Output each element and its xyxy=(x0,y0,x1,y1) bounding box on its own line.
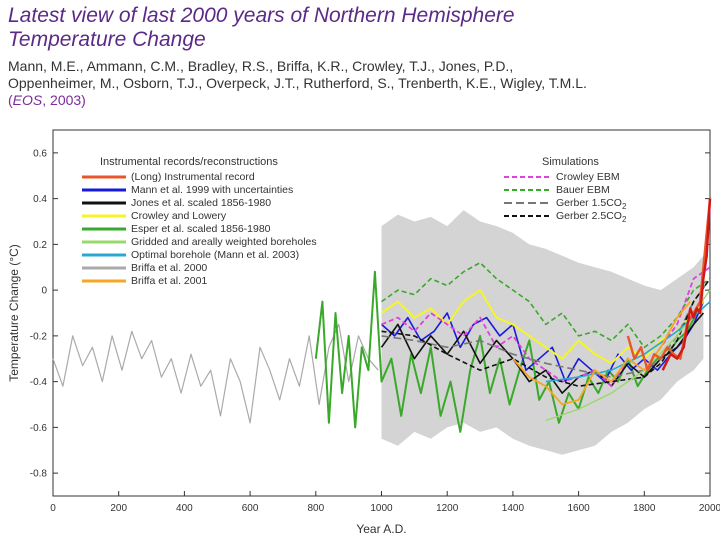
series-line-briffa-et-al-2000 xyxy=(52,323,379,424)
x-tick-label: 1200 xyxy=(436,503,459,514)
legend-left-label: Crowley and Lowery xyxy=(131,210,227,222)
series-line-mann-et-al-1999-with-uncertainties xyxy=(380,301,705,383)
legend-left-label: Briffa et al. 2000 xyxy=(131,262,207,274)
series-line-esper-et-al-scaled-1856-1980 xyxy=(314,270,705,433)
legend-right-title: Simulations xyxy=(542,156,599,168)
x-tick-label: 1600 xyxy=(567,503,590,514)
legend-left-label: Gridded and areally weighted boreholes xyxy=(131,236,317,248)
slide-title-line-1: Latest view of last 2000 years of Northe… xyxy=(8,4,515,27)
legend-left-label: (Long) Instrumental record xyxy=(131,171,255,183)
citation-year: , 2003) xyxy=(42,92,86,108)
legend-right-label-subscript: 2 xyxy=(622,215,627,224)
temperature-chart: -0.8 -0.6 -0.4 -0.2 0 0.2 0.4 0.6 0 200 400 600 800 1… xyxy=(7,129,720,536)
series-line-gridded-and-areally-weighted-boreholes xyxy=(545,289,711,422)
legend-right-label: Bauer EBM xyxy=(556,184,610,196)
legend-left-label: Mann et al. 1999 with uncertainties xyxy=(131,184,293,196)
y-tick-label: -0.8 xyxy=(30,469,48,480)
x-axis-label: Year A.D. xyxy=(356,522,406,536)
series-line-instrumental-record xyxy=(661,198,712,371)
series-line-gerber-2-5co2 xyxy=(381,278,711,387)
x-tick-label: 1400 xyxy=(502,503,525,514)
citation-open-paren: ( xyxy=(8,92,13,108)
slide-title-line-2: Temperature Change xyxy=(8,28,206,51)
citation-source: (EOS, 2003) xyxy=(8,92,712,109)
x-tick-label: 2000 xyxy=(699,503,720,514)
series-line-bauer-ebm xyxy=(381,261,711,349)
y-tick-label: 0 xyxy=(41,286,47,297)
y-tick-label: -0.4 xyxy=(30,377,48,388)
series-line-jones-et-al-scaled-1856-1980 xyxy=(380,312,705,394)
y-tick-label: -0.6 xyxy=(30,423,48,434)
y-tick-label: 0.4 xyxy=(33,194,47,205)
legend-right-label: Gerber 1.5CO2 xyxy=(556,197,627,211)
citation-authors-line-1: Mann, M.E., Ammann, C.M., Bradley, R.S.,… xyxy=(8,58,514,74)
legend-left-label: Jones et al. scaled 1856-1980 xyxy=(131,197,271,209)
legend-left-label: Briffa et al. 2001 xyxy=(131,275,207,287)
x-tick-label: 0 xyxy=(50,503,56,514)
legend-left-title: Instrumental records/reconstructions xyxy=(100,156,278,168)
uncertainty-band xyxy=(381,210,704,455)
x-tick-label: 1800 xyxy=(633,503,656,514)
legend-right-label: Crowley EBM xyxy=(556,171,620,183)
citation: Mann, M.E., Ammann, C.M., Bradley, R.S.,… xyxy=(8,58,712,109)
citation-journal: EOS xyxy=(12,92,43,108)
series-line-long-instrumental-record xyxy=(626,198,712,372)
y-tick-label: 0.6 xyxy=(33,148,47,159)
x-tick-label: 600 xyxy=(242,503,259,514)
legend-left-label: Esper et al. scaled 1856-1980 xyxy=(131,223,271,235)
x-tick-label: 1000 xyxy=(370,503,393,514)
citation-authors-line-2: Oppenheimer, M., Osborn, T.J., Overpeck,… xyxy=(8,75,587,91)
series-line-optimal-borehole-mann-et-al-2003 xyxy=(545,301,711,383)
y-axis-label: Temperature Change (°C) xyxy=(7,244,21,382)
legend-left-label: Optimal borehole (Mann et al. 2003) xyxy=(131,249,299,261)
x-tick-label: 200 xyxy=(110,503,127,514)
series-line-briffa-et-al-2001 xyxy=(512,301,691,406)
y-tick-label: -0.2 xyxy=(30,331,48,342)
slide-title: Latest view of last 2000 years of Northe… xyxy=(8,4,708,52)
x-tick-label: 800 xyxy=(307,503,324,514)
y-tick-label: 0.2 xyxy=(33,240,47,251)
legend-right-label: Gerber 2.5CO2 xyxy=(556,210,627,224)
legend-right-label-subscript: 2 xyxy=(622,202,627,211)
x-tick-label: 400 xyxy=(176,503,193,514)
